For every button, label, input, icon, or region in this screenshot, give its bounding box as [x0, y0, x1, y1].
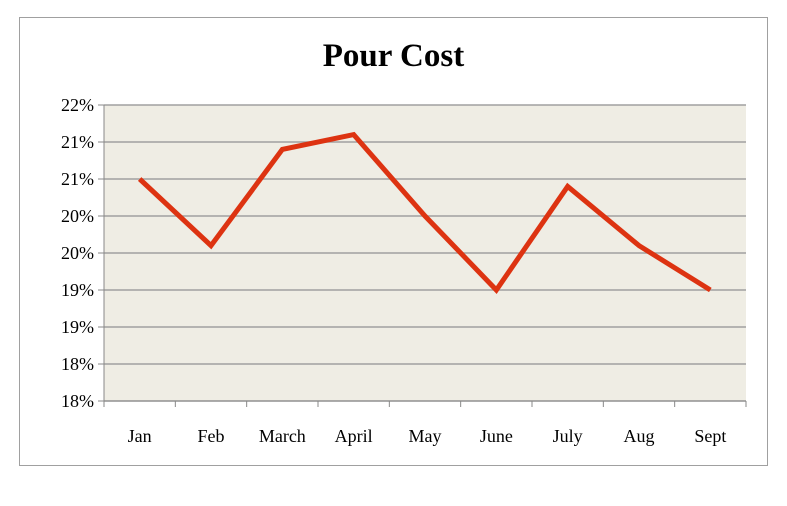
- y-tick-label: 21%: [61, 169, 94, 189]
- x-tick-label: March: [259, 426, 306, 446]
- chart-frame: [19, 17, 768, 466]
- x-tick-label: April: [335, 426, 373, 446]
- y-tick-label: 20%: [61, 243, 94, 263]
- y-tick-label: 22%: [61, 95, 94, 115]
- x-tick-label: May: [409, 426, 442, 446]
- y-tick-label: 21%: [61, 132, 94, 152]
- y-tick-label: 20%: [61, 206, 94, 226]
- y-tick-label: 18%: [61, 354, 94, 374]
- x-tick-label: Aug: [624, 426, 655, 446]
- y-tick-label: 18%: [61, 391, 94, 411]
- x-tick-label: Sept: [694, 426, 726, 446]
- x-tick-label: Jan: [128, 426, 152, 446]
- x-tick-label: July: [553, 426, 583, 446]
- chart-title: Pour Cost: [322, 38, 465, 74]
- x-tick-label: Feb: [198, 426, 225, 446]
- y-tick-label: 19%: [61, 317, 94, 337]
- x-tick-label: June: [480, 426, 513, 446]
- y-tick-label: 19%: [61, 280, 94, 300]
